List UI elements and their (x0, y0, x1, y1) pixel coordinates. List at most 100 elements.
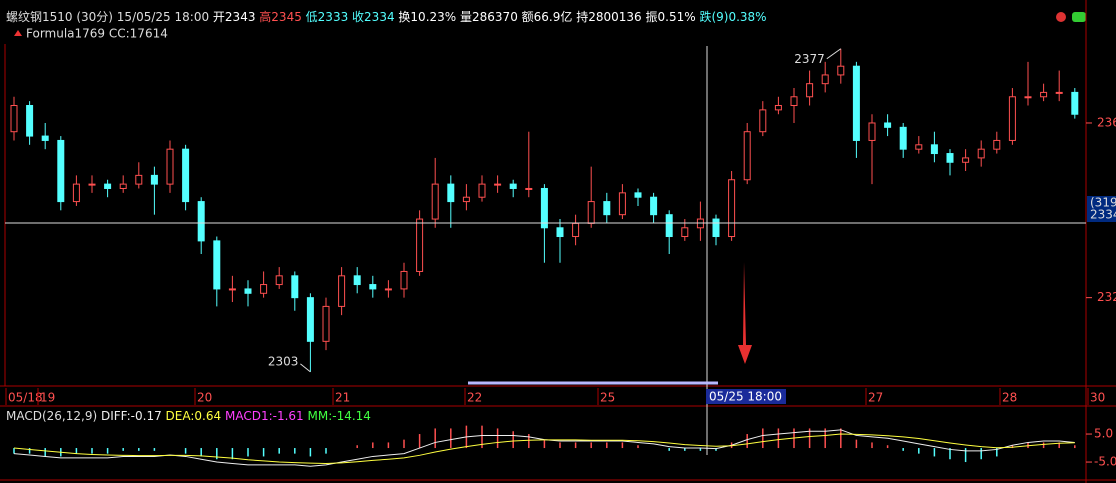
x-tick-label: 30 (1090, 391, 1105, 405)
crosshair-label: 2334 (1090, 208, 1116, 222)
candle-body (868, 122, 876, 141)
open: 开2343 (213, 10, 256, 24)
formula: Formula1769 CC:17614 (26, 27, 168, 41)
candle-body (603, 201, 611, 216)
candle-body (10, 105, 18, 133)
candle-body (1024, 96, 1032, 99)
low: 低2333 (306, 10, 349, 24)
crosshair-label-box (1087, 196, 1116, 222)
candles (10, 48, 1079, 372)
candle-body (962, 157, 970, 163)
y-tick-label: 5.0 (1094, 427, 1113, 441)
candle-body (837, 65, 845, 76)
volume: 量286370 (460, 10, 518, 24)
max-annotation: 2377 (794, 52, 825, 66)
x-tick-label: 21 (335, 391, 350, 405)
candle-body (681, 227, 689, 238)
symbol: 螺纹钢1510 (30分) 15/05/25 18:00 (6, 10, 209, 24)
candle-body (1008, 96, 1016, 141)
x-tick-label: 19 (40, 391, 55, 405)
red-arrow (738, 262, 752, 364)
candle-body (556, 227, 564, 238)
candle-body (197, 201, 205, 242)
macd-macd1: MACD1:-1.61 (225, 409, 304, 423)
candle-body (572, 222, 580, 238)
candle-body (774, 105, 782, 111)
candle-body (650, 196, 658, 216)
candle-body (384, 288, 392, 291)
turnover: 换10.23% (398, 10, 456, 24)
x-tick-label: 27 (868, 391, 883, 405)
candle-body (104, 183, 112, 189)
crosshair-label: (319 (1090, 196, 1116, 210)
candle-body (166, 148, 174, 185)
candle-body (26, 105, 34, 137)
settings-icon[interactable] (1056, 12, 1066, 22)
x-tick-label: 25 (600, 391, 615, 405)
candle-body (213, 240, 221, 290)
candle-body (821, 74, 829, 85)
x-tick-label: 22 (467, 391, 482, 405)
x-tick-label: 28 (1002, 391, 1017, 405)
amplitude: 振0.51% (646, 10, 696, 24)
macd-mm: MM:-14.14 (308, 409, 371, 423)
candle-body (977, 148, 985, 159)
candle-body (899, 126, 907, 150)
candle-body (806, 83, 814, 98)
min-annotation: 2303 (268, 354, 299, 368)
candle-body (728, 179, 736, 238)
candle-body (431, 183, 439, 220)
candle-body (852, 65, 860, 141)
candle-body (400, 270, 408, 290)
change: 跌(9)0.38% (699, 9, 766, 24)
candle-body (618, 192, 626, 216)
formula-arrow (14, 30, 22, 36)
candle-body (540, 187, 548, 229)
candle-body (946, 153, 954, 163)
close: 收2334 (352, 10, 395, 24)
candle-body (369, 284, 377, 290)
candle-body (150, 174, 158, 185)
candle-body (291, 275, 299, 299)
macd-panel: 5.0 -5.0 (13, 425, 1116, 469)
y-tick-label: 2320 (1097, 290, 1116, 304)
candle-body (416, 218, 424, 272)
header: 螺纹钢1510 (30分) 15/05/25 18:00 开2343 高2345… (6, 9, 767, 24)
candle-body (587, 201, 595, 224)
y-tick-label: -5.0 (1094, 455, 1116, 469)
high: 高2345 (259, 9, 302, 24)
candle-body (228, 288, 236, 291)
candle-body (244, 288, 252, 294)
candle-body (306, 297, 314, 342)
candle-body (1071, 91, 1079, 115)
candle-body (353, 275, 361, 286)
dea-line (13, 433, 1075, 464)
candle-body (119, 183, 127, 189)
y-tick-label: 2360 (1097, 115, 1116, 129)
cursor-time-box (706, 389, 786, 404)
candle-body (665, 214, 673, 238)
candle-body (57, 139, 65, 203)
candle-body (884, 122, 892, 128)
candle-body (634, 192, 642, 198)
candle-body (135, 174, 143, 185)
candle-body (930, 144, 938, 155)
candle-body (743, 131, 751, 181)
candle-body (993, 139, 1001, 150)
candle-body (275, 275, 283, 286)
cursor-time: 05/25 18:00 (709, 390, 782, 404)
candle-body (182, 148, 190, 203)
window-icon[interactable] (1072, 12, 1086, 22)
candle-body (72, 183, 80, 203)
x-tick-label: 05/18 (8, 391, 43, 405)
macd-name: MACD(26,12,9) (6, 409, 97, 423)
candle-body (260, 284, 268, 294)
x-tick-label: 20 (197, 391, 212, 405)
candle-body (525, 187, 533, 190)
annotation-line (300, 363, 311, 373)
candle-body (494, 183, 502, 186)
candle-body (322, 305, 330, 342)
